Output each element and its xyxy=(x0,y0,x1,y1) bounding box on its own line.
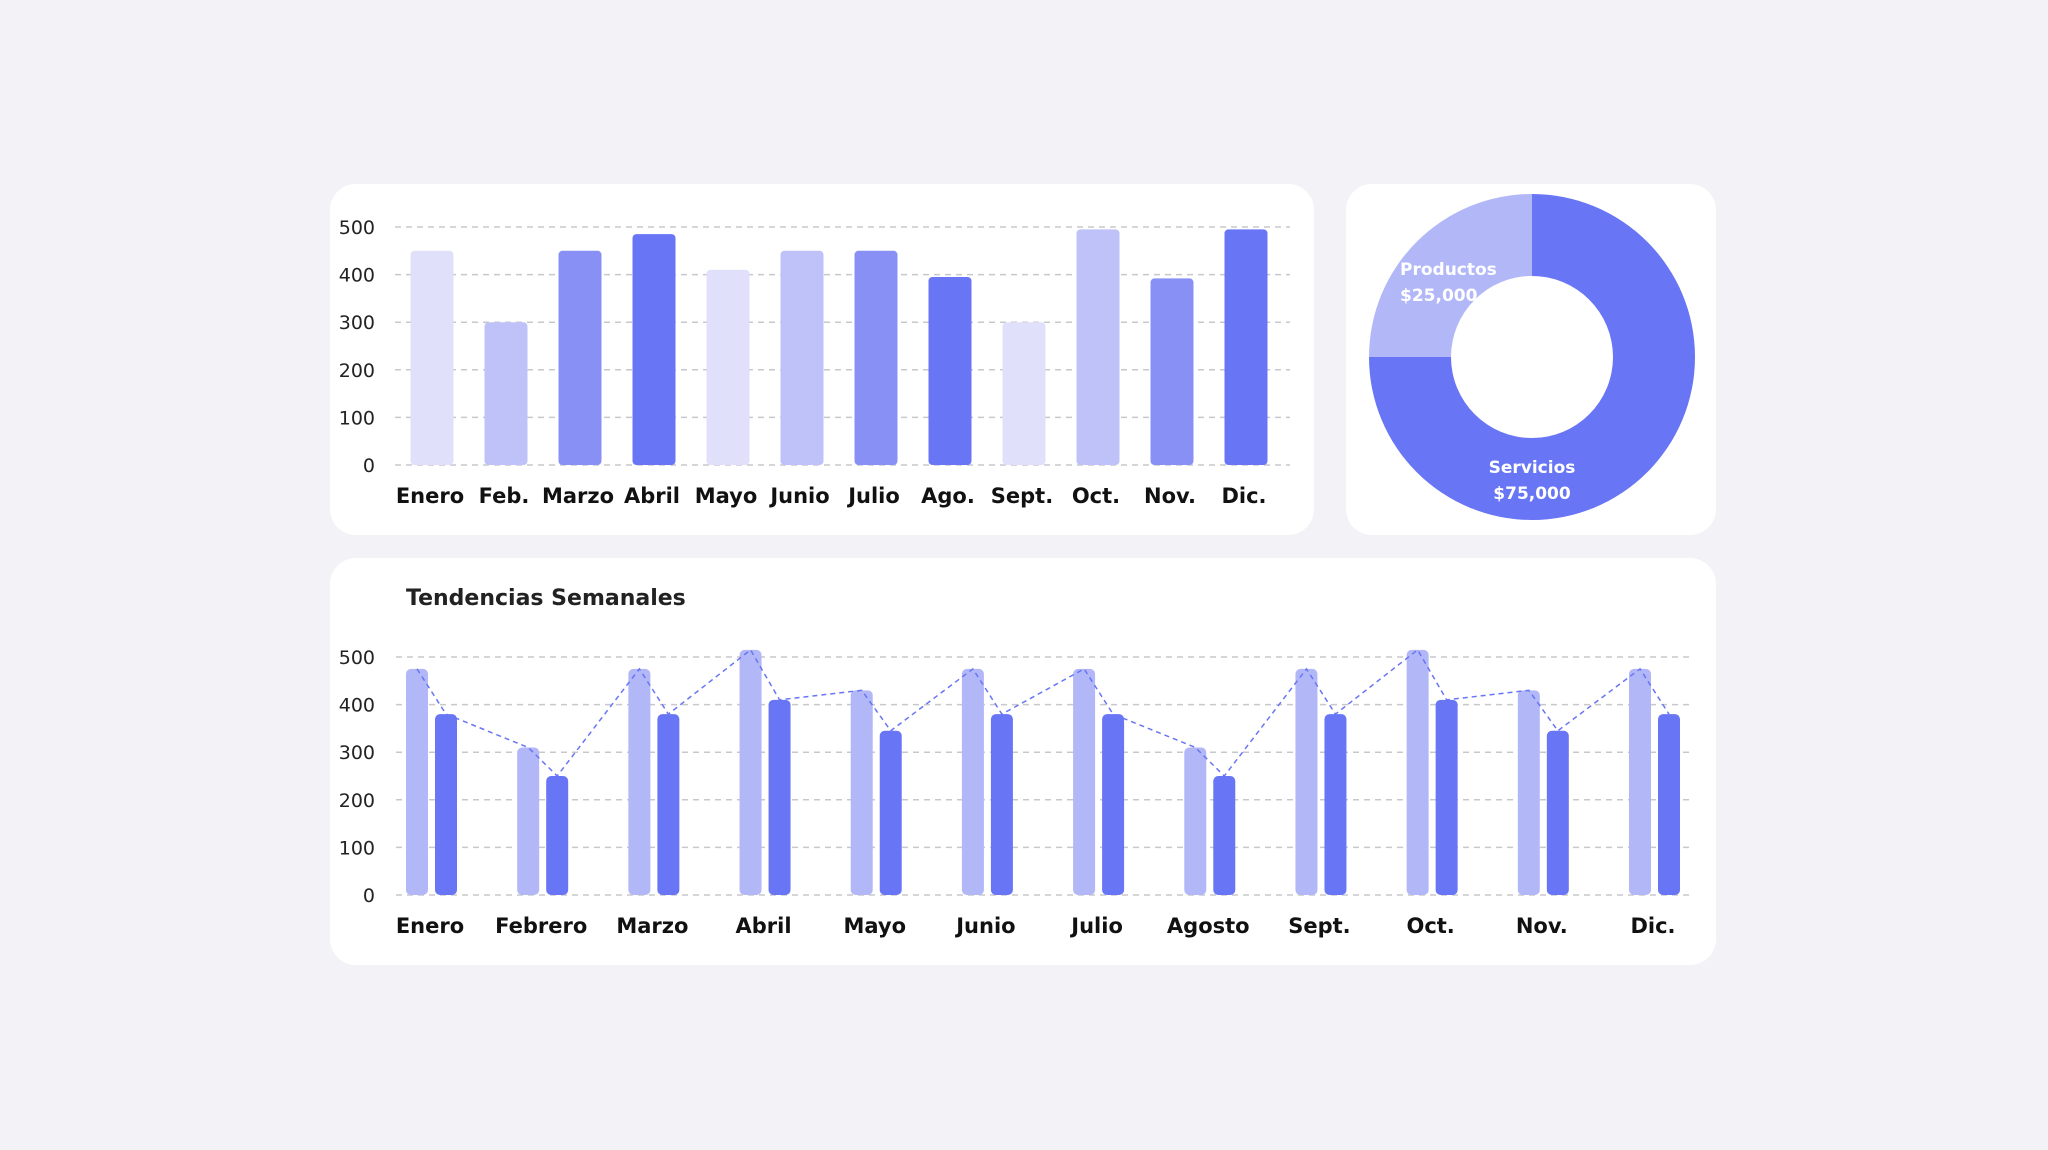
bar-Nov.-series-2 xyxy=(1546,730,1569,895)
y-tick-label: 0 xyxy=(363,455,375,477)
bar-Mayo-series-1 xyxy=(850,690,873,895)
bar-Enero-series-1 xyxy=(406,668,428,895)
x-tick-label: Junio xyxy=(954,914,1015,938)
bar-Julio-series-1 xyxy=(1073,668,1096,895)
bar-Enero-series-2 xyxy=(435,714,457,895)
x-tick-label: Oct. xyxy=(1072,484,1120,508)
slice-productos xyxy=(1369,194,1532,357)
y-tick-label: 500 xyxy=(339,217,375,239)
y-tick-label: 300 xyxy=(339,312,375,334)
bar-Enero xyxy=(410,250,454,465)
slice-label-servicios: Servicios xyxy=(1489,458,1576,478)
bar-Julio-series-2 xyxy=(1102,714,1125,895)
bar-Abril-series-1 xyxy=(739,649,762,895)
bar-Oct.-series-2 xyxy=(1435,699,1458,895)
x-tick-label: Enero xyxy=(396,484,464,508)
bar-Marzo-series-2 xyxy=(657,714,680,895)
x-tick-label: Abril xyxy=(624,484,680,508)
x-tick-label: Agosto xyxy=(1167,914,1250,938)
bar-Nov.-series-1 xyxy=(1517,690,1540,895)
bar-Ago. xyxy=(928,276,972,465)
bar-Abril-series-2 xyxy=(768,699,791,895)
x-tick-label: Junio xyxy=(768,484,829,508)
bar-Abril xyxy=(632,234,676,465)
y-tick-label: 200 xyxy=(339,360,375,382)
x-tick-label: Febrero xyxy=(495,914,587,938)
y-tick-label: 100 xyxy=(339,407,375,429)
slice-value-productos: $25,000 xyxy=(1400,286,1478,306)
bar-Junio-series-1 xyxy=(961,668,984,895)
bar-Dic.-series-2 xyxy=(1658,714,1680,895)
bar-Mayo xyxy=(706,269,750,465)
bar-Nov. xyxy=(1150,278,1194,465)
x-tick-label: Nov. xyxy=(1144,484,1196,508)
x-tick-label: Mayo xyxy=(695,484,758,508)
bar-Agosto-series-2 xyxy=(1213,776,1236,895)
x-tick-label: Julio xyxy=(1069,914,1123,938)
x-tick-label: Sept. xyxy=(1288,914,1350,938)
bar-Sept.-series-1 xyxy=(1295,668,1318,895)
x-tick-label: Oct. xyxy=(1406,914,1454,938)
bar-Julio xyxy=(854,250,898,465)
bar-Oct.-series-1 xyxy=(1406,649,1429,895)
x-tick-label: Dic. xyxy=(1221,484,1266,508)
y-tick-label: 0 xyxy=(363,885,375,907)
x-tick-label: Enero xyxy=(396,914,464,938)
bar-Junio xyxy=(780,250,824,465)
bar-Sept. xyxy=(1002,322,1046,465)
slice-servicios xyxy=(1369,194,1695,520)
x-tick-label: Ago. xyxy=(921,484,975,508)
weekly-trends-card xyxy=(330,558,1716,965)
x-tick-label: Marzo xyxy=(616,914,688,938)
y-tick-label: 300 xyxy=(339,742,375,764)
y-tick-label: 500 xyxy=(339,647,375,669)
bar-Sept.-series-2 xyxy=(1324,714,1347,895)
bar-Febrero-series-2 xyxy=(546,776,569,895)
slice-value-servicios: $75,000 xyxy=(1493,484,1571,504)
bar-Dic.-series-1 xyxy=(1629,668,1651,895)
bar-Junio-series-2 xyxy=(990,714,1013,895)
bar-Mayo-series-2 xyxy=(879,730,902,895)
trend-line xyxy=(416,648,1670,778)
x-tick-label: Dic. xyxy=(1630,914,1675,938)
x-tick-label: Sept. xyxy=(991,484,1053,508)
slice-label-productos: Productos xyxy=(1400,260,1497,280)
x-tick-label: Feb. xyxy=(479,484,530,508)
x-tick-label: Abril xyxy=(736,914,792,938)
bar-Oct. xyxy=(1076,229,1120,465)
y-tick-label: 400 xyxy=(339,695,375,717)
bar-Marzo-series-1 xyxy=(628,668,651,895)
x-tick-label: Marzo xyxy=(542,484,614,508)
x-tick-label: Julio xyxy=(846,484,900,508)
bar-Dic. xyxy=(1224,229,1268,465)
bar-Febrero-series-1 xyxy=(517,747,540,895)
bar-Marzo xyxy=(558,250,602,465)
x-tick-label: Mayo xyxy=(843,914,906,938)
weekly-trends-title: Tendencias Semanales xyxy=(406,586,686,611)
bar-Feb. xyxy=(484,322,528,465)
bar-Agosto-series-1 xyxy=(1184,747,1207,895)
x-tick-label: Nov. xyxy=(1516,914,1568,938)
y-tick-label: 100 xyxy=(339,837,375,859)
y-tick-label: 200 xyxy=(339,790,375,812)
y-tick-label: 400 xyxy=(339,265,375,287)
